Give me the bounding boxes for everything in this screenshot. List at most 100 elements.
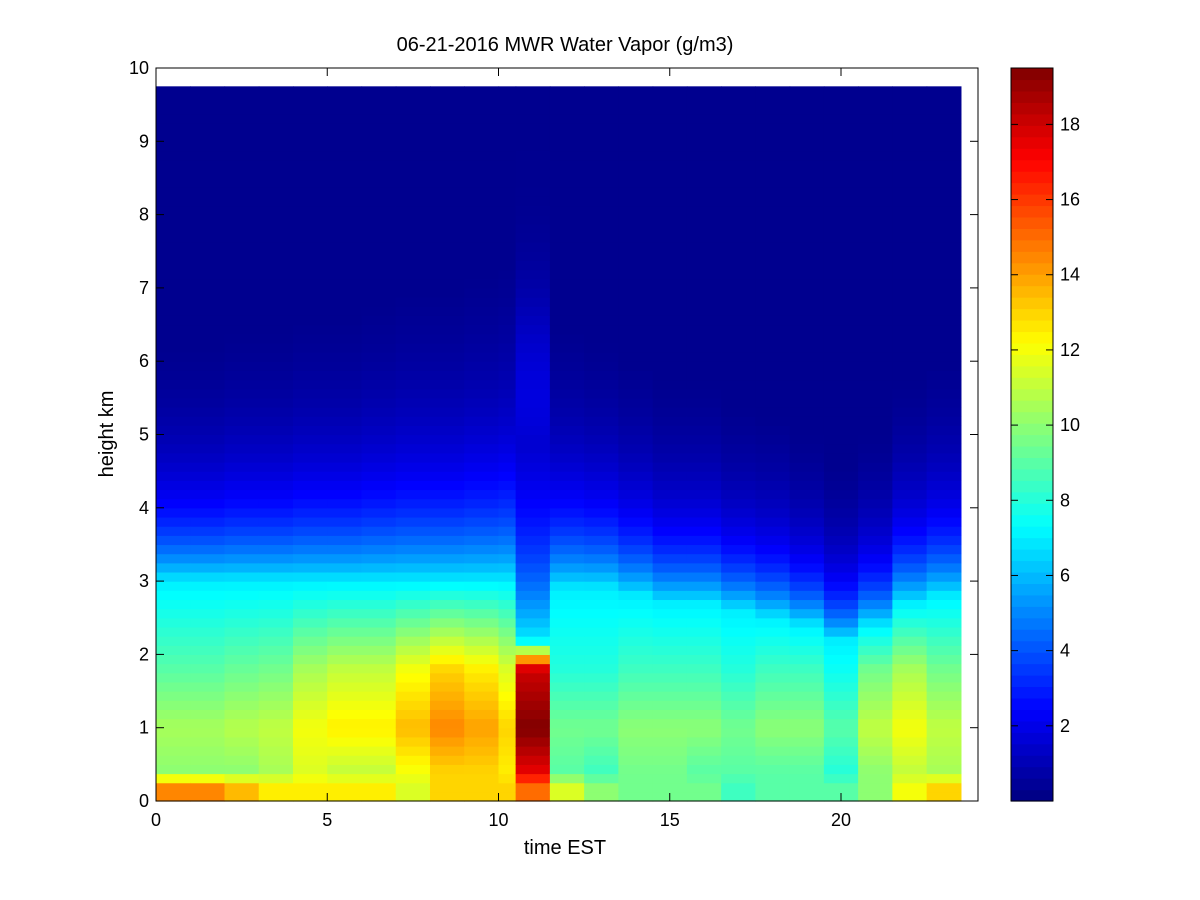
heatmap-cell: [361, 526, 397, 536]
heatmap-cell: [892, 636, 928, 646]
heatmap-cell: [190, 645, 226, 655]
heatmap-cell: [926, 159, 962, 170]
heatmap-cell: [515, 269, 551, 280]
heatmap-cell: [686, 489, 722, 500]
heatmap-cell: [498, 388, 517, 399]
colorbar-swatch: [1011, 342, 1053, 355]
heatmap-cell: [549, 132, 585, 142]
heatmap-cell: [892, 489, 928, 500]
heatmap-cell: [430, 187, 465, 197]
heatmap-cell: [464, 755, 500, 765]
heatmap-cell: [823, 333, 859, 344]
heatmap-cell: [755, 636, 791, 646]
heatmap-cell: [584, 168, 619, 179]
heatmap-cell: [190, 535, 226, 546]
heatmap-cell: [549, 764, 585, 775]
heatmap-cell: [618, 571, 654, 582]
heatmap-cell: [515, 388, 551, 399]
heatmap-cell: [823, 150, 859, 161]
heatmap-cell: [755, 773, 791, 784]
heatmap-cell: [498, 489, 517, 500]
heatmap-cell: [327, 590, 363, 601]
heatmap-cell: [755, 113, 791, 124]
heatmap-cell: [293, 672, 328, 683]
colorbar-swatch: [1011, 663, 1053, 676]
heatmap-cell: [430, 709, 465, 720]
heatmap-cell: [652, 626, 688, 637]
heatmap-cell: [498, 746, 517, 756]
heatmap-cell: [789, 461, 825, 472]
heatmap-cell: [395, 736, 431, 747]
heatmap-cell: [361, 590, 397, 601]
heatmap-cell: [549, 205, 585, 216]
heatmap-cell: [293, 654, 328, 665]
heatmap-cell: [755, 516, 791, 527]
heatmap-cell: [549, 425, 585, 436]
heatmap-cell: [515, 718, 551, 729]
heatmap-cell: [584, 342, 619, 353]
heatmap-cell: [395, 727, 431, 738]
heatmap-cell: [361, 700, 397, 710]
heatmap-cell: [618, 287, 654, 298]
heatmap-cell: [293, 196, 328, 207]
heatmap-cell: [823, 397, 859, 408]
heatmap-cell: [190, 727, 226, 738]
heatmap-cell: [789, 425, 825, 436]
heatmap-cell: [892, 681, 928, 692]
x-tick-label: 15: [660, 810, 680, 830]
heatmap-cell: [361, 86, 397, 97]
heatmap-cell: [156, 654, 191, 665]
heatmap-cell: [293, 333, 328, 344]
heatmap-cell: [892, 709, 928, 720]
heatmap-cell: [755, 700, 791, 710]
heatmap-cell: [549, 95, 585, 106]
heatmap-cell: [293, 287, 328, 298]
heatmap-cell: [190, 205, 226, 216]
heatmap-cell: [618, 663, 654, 674]
heatmap-cell: [892, 113, 928, 124]
heatmap-cell: [498, 663, 517, 674]
heatmap-cell: [823, 242, 859, 252]
colorbar-swatch: [1011, 686, 1053, 699]
heatmap-cell: [584, 287, 619, 298]
heatmap-cell: [549, 617, 585, 628]
heatmap-cell: [190, 480, 226, 491]
heatmap-cell: [464, 132, 500, 142]
heatmap-cell: [361, 196, 397, 207]
heatmap-cell: [926, 617, 962, 628]
heatmap-cell: [858, 260, 893, 271]
heatmap-cell: [361, 95, 397, 106]
heatmap-cell: [721, 324, 756, 335]
heatmap-cell: [224, 700, 260, 710]
heatmap-cell: [430, 691, 465, 701]
heatmap-cell: [652, 315, 688, 326]
heatmap-cell: [892, 187, 928, 197]
heatmap-cell: [430, 425, 465, 436]
heatmap-cell: [430, 782, 465, 793]
heatmap-cell: [618, 306, 654, 316]
heatmap-cell: [584, 746, 619, 756]
heatmap-cell: [258, 86, 294, 97]
heatmap-cell: [395, 95, 431, 106]
heatmap-cell: [755, 663, 791, 674]
heatmap-cell: [327, 297, 363, 307]
heatmap-cell: [686, 581, 722, 591]
heatmap-cell: [789, 544, 825, 555]
heatmap-cell: [652, 617, 688, 628]
heatmap-cell: [515, 654, 551, 665]
heatmap-cell: [361, 287, 397, 298]
heatmap-cell: [293, 324, 328, 335]
heatmap-cell: [926, 691, 962, 701]
heatmap-cell: [584, 617, 619, 628]
heatmap-cell: [293, 498, 328, 509]
heatmap-cell: [361, 416, 397, 426]
heatmap-cell: [156, 370, 191, 381]
heatmap-cell: [430, 315, 465, 326]
heatmap-cell: [464, 700, 500, 710]
colorbar-tick-label: 10: [1060, 415, 1080, 435]
heatmap-cell: [584, 352, 619, 362]
heatmap-cell: [395, 571, 431, 582]
heatmap-cell: [327, 379, 363, 390]
heatmap-cell: [361, 352, 397, 362]
heatmap-cell: [892, 168, 928, 179]
